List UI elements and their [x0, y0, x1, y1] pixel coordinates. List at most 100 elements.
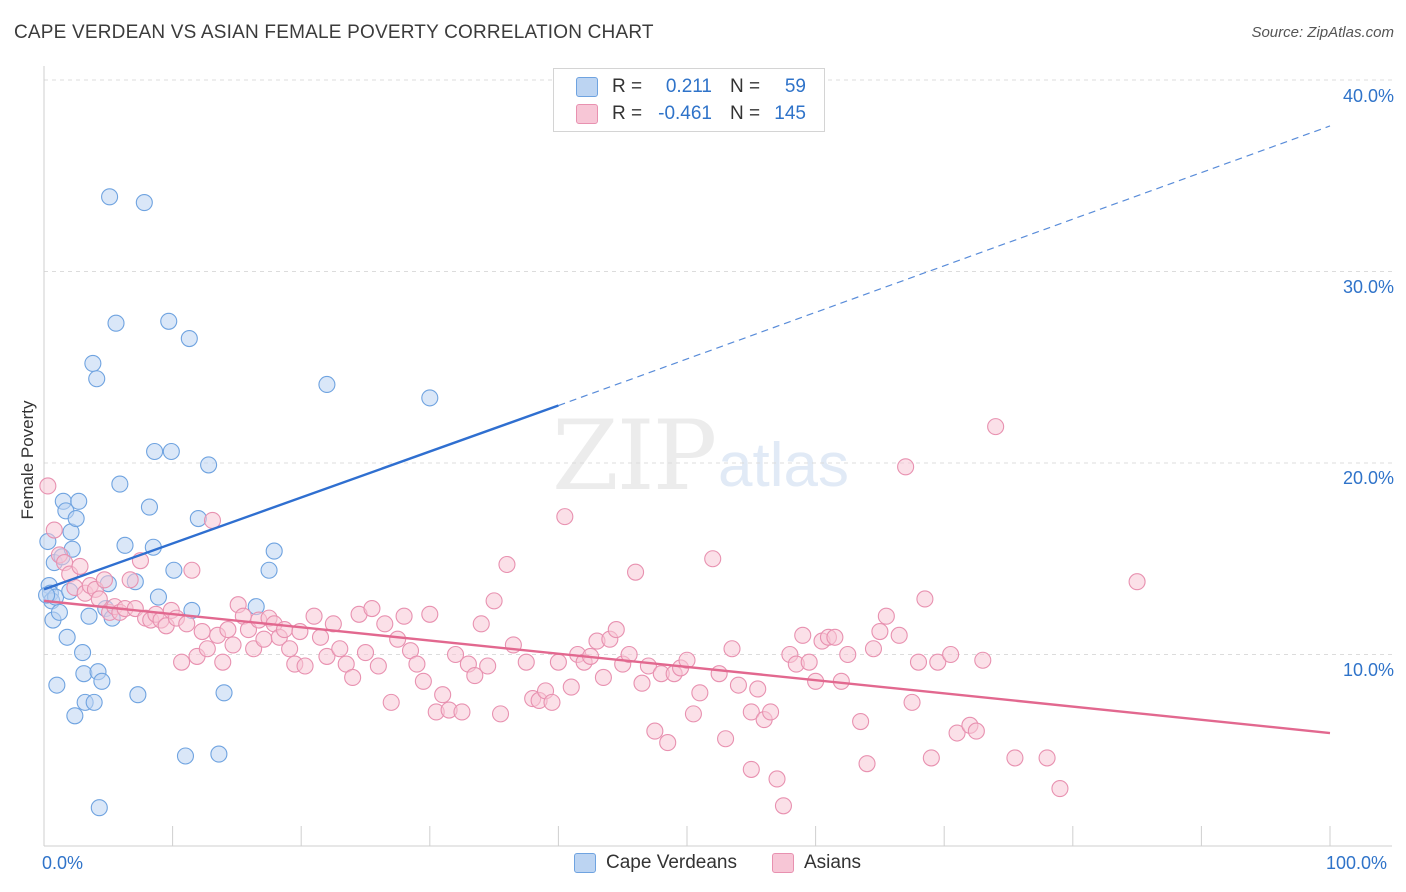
- series-legend-cape-verdeans: Cape Verdeans: [574, 852, 737, 874]
- x-tick-label-max: 100.0%: [1326, 853, 1388, 873]
- point-asian: [839, 645, 857, 664]
- legend-n-value: 145: [774, 103, 806, 124]
- point-cape-verdean: [180, 329, 198, 348]
- y-axis-label: Female Poverty: [18, 400, 37, 520]
- point-asian: [684, 705, 702, 723]
- y-tick-label-10: 10.0%: [1342, 660, 1394, 680]
- legend-n-label: N =: [730, 76, 761, 97]
- point-asian: [71, 557, 89, 575]
- point-asian: [607, 621, 625, 639]
- point-asian: [318, 647, 336, 665]
- point-asian: [620, 645, 638, 664]
- point-asian: [1038, 749, 1056, 767]
- point-asian: [942, 645, 960, 664]
- point-asian: [691, 684, 709, 702]
- legend-n-label: N =: [730, 103, 761, 124]
- source-label: Source: ZipAtlas.com: [1251, 24, 1394, 41]
- point-asian: [987, 418, 1005, 436]
- point-asian: [800, 653, 818, 671]
- point-asian: [723, 640, 741, 658]
- point-cape-verdean: [146, 442, 164, 461]
- point-cape-verdean: [75, 665, 93, 683]
- point-cape-verdean: [93, 672, 111, 690]
- point-asian: [678, 651, 696, 669]
- point-cape-verdean: [101, 188, 119, 206]
- point-asian: [749, 680, 767, 698]
- point-asian: [742, 760, 760, 778]
- point-asian: [485, 592, 503, 610]
- point-cape-verdean: [88, 370, 106, 388]
- point-asian: [446, 645, 465, 664]
- legend-swatch-blue: [576, 77, 598, 97]
- x-tick-label-min: 0.0%: [42, 853, 84, 873]
- watermark-zip: ZIP: [552, 400, 717, 512]
- point-asian: [852, 712, 870, 731]
- point-asian: [369, 657, 387, 675]
- series-legend-label: Cape Verdeans: [606, 852, 737, 873]
- point-asian: [922, 749, 940, 767]
- point-asian: [903, 693, 921, 711]
- point-cape-verdean: [149, 588, 168, 606]
- point-asian: [517, 653, 535, 671]
- point-cape-verdean: [85, 693, 103, 711]
- point-asian: [826, 628, 844, 646]
- legend-r-value: 0.211: [665, 76, 712, 97]
- chart-title: CAPE VERDEAN VS ASIAN FEMALE POVERTY COR…: [14, 22, 654, 43]
- point-cape-verdean: [215, 684, 233, 702]
- point-asian: [1051, 779, 1069, 798]
- point-asian: [178, 615, 196, 633]
- point-asian: [556, 508, 574, 526]
- series-legend-label: Asians: [804, 852, 862, 873]
- point-asian: [281, 640, 299, 658]
- y-tick-label-30: 30.0%: [1342, 277, 1394, 297]
- point-asian: [382, 693, 400, 711]
- point-asian: [768, 770, 786, 788]
- point-asian: [742, 703, 760, 721]
- legend-r-label: R =: [612, 76, 643, 97]
- point-asian: [729, 676, 747, 694]
- point-asian: [183, 561, 201, 579]
- point-cape-verdean: [421, 389, 439, 407]
- point-asian: [363, 599, 381, 618]
- point-asian: [704, 550, 722, 568]
- point-cape-verdean: [80, 607, 98, 625]
- point-asian: [864, 640, 883, 658]
- point-asian: [762, 703, 780, 721]
- point-asian: [974, 651, 992, 669]
- point-cape-verdean: [176, 747, 195, 765]
- point-cape-verdean: [107, 314, 125, 332]
- point-cape-verdean: [162, 442, 180, 461]
- point-cape-verdean: [116, 536, 134, 554]
- series-swatch-pink: [772, 853, 794, 873]
- point-asian: [414, 672, 432, 690]
- point-cape-verdean: [48, 676, 66, 694]
- point-asian: [948, 724, 966, 742]
- point-asian: [90, 590, 108, 608]
- point-asian: [219, 621, 237, 639]
- point-cape-verdean: [129, 686, 147, 704]
- point-asian: [95, 571, 113, 589]
- point-cape-verdean: [50, 603, 68, 621]
- point-asian: [562, 678, 580, 696]
- point-cape-verdean: [165, 561, 183, 579]
- legend-r-label: R =: [612, 103, 643, 124]
- point-asian: [491, 705, 510, 723]
- point-asian: [311, 628, 330, 646]
- point-cape-verdean: [135, 194, 153, 212]
- y-tick-label-20: 20.0%: [1342, 468, 1394, 488]
- point-asian: [549, 653, 567, 671]
- point-asian: [453, 703, 471, 721]
- point-asian: [858, 755, 876, 773]
- legend-swatch-pink: [576, 104, 598, 124]
- series-legend: Cape Verdeans Asians: [0, 852, 1406, 878]
- point-asian: [224, 636, 242, 654]
- point-cape-verdean: [160, 312, 178, 330]
- point-asian: [395, 607, 413, 625]
- y-tick-label-40: 40.0%: [1342, 86, 1394, 106]
- point-cape-verdean: [189, 509, 207, 528]
- point-asian: [871, 622, 889, 641]
- point-asian: [909, 653, 928, 671]
- point-asian: [794, 626, 812, 644]
- point-asian: [774, 797, 793, 815]
- point-asian: [324, 615, 342, 633]
